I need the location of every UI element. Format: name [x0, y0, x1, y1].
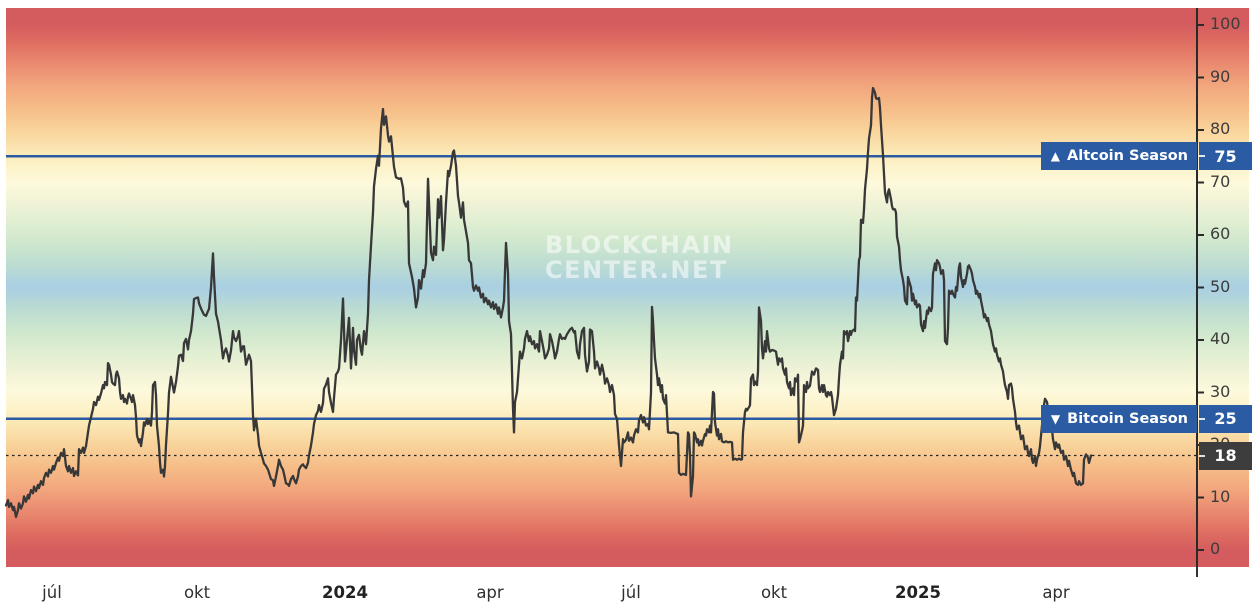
- altcoin-threshold-value: 75: [1214, 146, 1237, 166]
- index-line-series: [4, 86, 1093, 519]
- y-tick-label: 0: [1210, 539, 1221, 558]
- x-tick-label: apr: [476, 583, 504, 602]
- x-tick-label: okt: [760, 583, 788, 602]
- y-tick-label: 30: [1210, 381, 1231, 401]
- x-tick-label: apr: [1042, 583, 1070, 602]
- down-triangle-icon: ▼: [1050, 411, 1061, 426]
- y-tick-label: 50: [1210, 276, 1231, 296]
- tick-mark: [1199, 155, 1205, 158]
- y-tick-label: 70: [1210, 171, 1231, 191]
- bitcoin-threshold-value: 25: [1214, 409, 1237, 429]
- y-tick-label: 80: [1210, 119, 1231, 138]
- tick-mark: [1199, 454, 1205, 457]
- y-tick-label: 40: [1210, 329, 1231, 348]
- watermark: BLOCKCHAIN CENTER.NET: [545, 233, 734, 283]
- x-tick-label: júl: [42, 583, 62, 602]
- current-index-value-badge: 18: [1199, 441, 1252, 470]
- bitcoin-season-label-badge: ▼ Bitcoin Season: [1041, 404, 1197, 433]
- x-tick-label: júl: [621, 583, 641, 602]
- watermark-line2: CENTER.NET: [545, 256, 728, 284]
- x-tick-label: 2025: [895, 583, 941, 602]
- x-tick-label: 2024: [322, 583, 368, 602]
- y-tick-label: 100: [1210, 14, 1241, 33]
- y-tick-label: 90: [1210, 66, 1231, 86]
- bitcoin-season-label: Bitcoin Season: [1067, 410, 1188, 427]
- altcoin-threshold-value-badge: 75: [1199, 142, 1252, 171]
- current-index-value: 18: [1214, 446, 1237, 465]
- plot-background-gradient: [6, 8, 1249, 567]
- tick-mark: [1199, 417, 1205, 420]
- x-tick-label: okt: [183, 583, 211, 602]
- y-tick-label: 60: [1210, 224, 1231, 243]
- up-triangle-icon: ▲: [1050, 149, 1060, 164]
- x-axis-tick: [1196, 567, 1198, 577]
- y-tick-label: 10: [1210, 486, 1231, 506]
- watermark-line1: BLOCKCHAIN: [545, 231, 734, 259]
- bitcoin-threshold-value-badge: 25: [1199, 404, 1252, 433]
- altcoin-season-label: Altcoin Season: [1067, 148, 1188, 165]
- altcoin-season-label-badge: ▲ Altcoin Season: [1041, 142, 1197, 171]
